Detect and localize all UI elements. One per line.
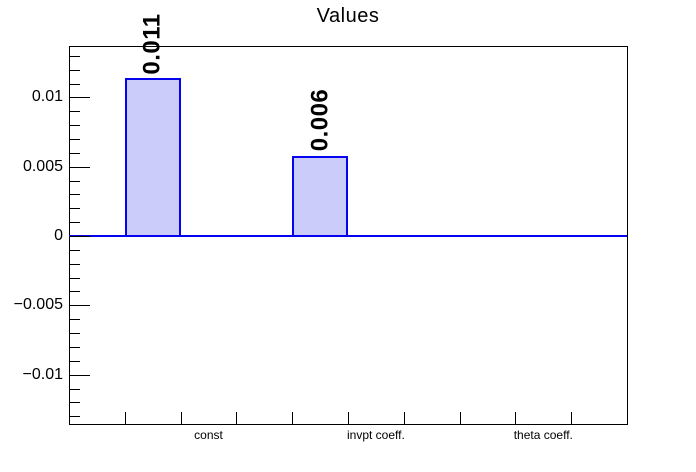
y-axis-label: 0.01 <box>31 88 63 106</box>
y-minor-tick <box>70 125 80 127</box>
y-minor-tick <box>70 346 80 348</box>
x-tick <box>403 412 405 424</box>
y-minor-tick <box>70 360 80 362</box>
y-minor-tick <box>70 69 80 71</box>
y-major-tick <box>70 305 90 307</box>
y-axis-label: 0 <box>54 227 63 245</box>
zero-baseline <box>69 234 627 238</box>
bar <box>292 155 348 238</box>
y-minor-tick <box>70 222 80 224</box>
y-major-tick <box>70 236 90 238</box>
y-minor-tick <box>70 152 80 154</box>
y-minor-tick <box>70 194 80 196</box>
x-tick <box>515 412 517 424</box>
y-minor-tick <box>70 263 80 265</box>
y-minor-tick <box>70 83 80 85</box>
y-axis-label: −0.005 <box>13 296 63 314</box>
y-minor-tick <box>70 55 80 57</box>
x-tick <box>124 412 126 424</box>
x-tick <box>292 412 294 424</box>
y-minor-tick <box>70 208 80 210</box>
y-major-tick <box>70 374 90 376</box>
bar <box>124 78 181 238</box>
y-minor-tick <box>70 111 80 113</box>
y-minor-tick <box>70 402 80 404</box>
y-axis-label: −0.01 <box>22 365 63 383</box>
x-tick <box>236 412 238 424</box>
y-minor-tick <box>70 319 80 321</box>
chart-title: Values <box>316 5 380 27</box>
bar-value-label: 0.006 <box>305 88 333 152</box>
y-major-tick <box>70 166 90 168</box>
y-minor-tick <box>70 180 80 182</box>
x-axis-label: theta coeff. <box>513 428 573 442</box>
y-minor-tick <box>70 416 80 418</box>
x-axis-label: const <box>194 428 223 442</box>
y-minor-tick <box>70 139 80 140</box>
bar-value-label: 0.011 <box>138 12 166 75</box>
x-tick <box>459 412 461 424</box>
y-minor-tick <box>70 291 80 293</box>
y-minor-tick <box>70 333 80 335</box>
x-tick <box>348 412 349 424</box>
y-minor-tick <box>70 388 80 390</box>
x-tick <box>180 412 182 424</box>
x-axis-label: invpt coeff. <box>346 428 405 442</box>
y-axis-label: 0.005 <box>22 157 63 175</box>
y-major-tick <box>70 97 90 99</box>
y-minor-tick <box>70 277 80 279</box>
y-minor-tick <box>70 249 80 251</box>
x-tick <box>571 412 573 424</box>
